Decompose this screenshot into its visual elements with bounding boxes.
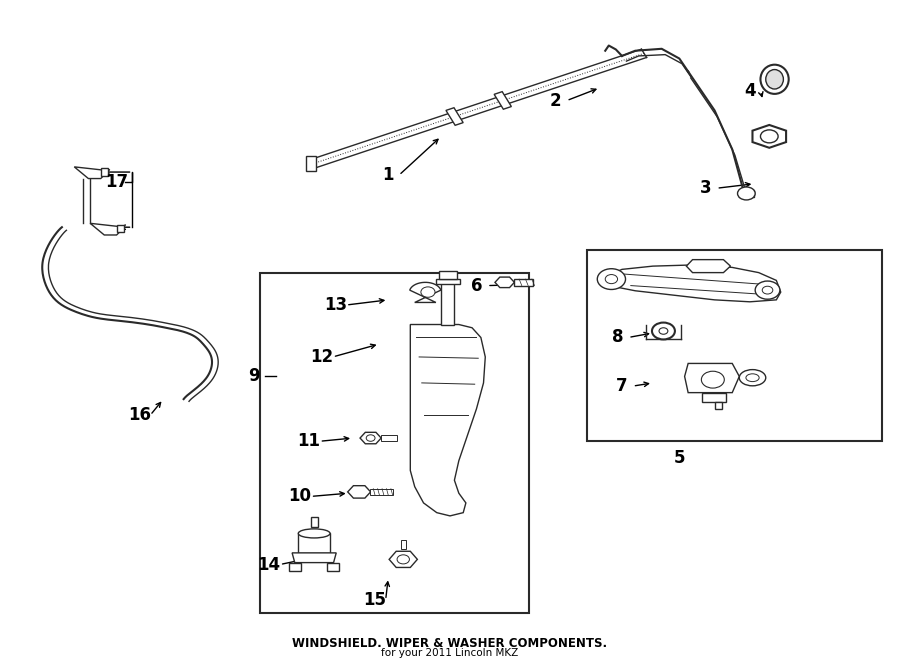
Polygon shape (739, 189, 754, 197)
Polygon shape (292, 553, 337, 563)
Ellipse shape (766, 70, 783, 89)
Polygon shape (370, 489, 392, 495)
Circle shape (652, 322, 675, 340)
Text: 16: 16 (128, 406, 151, 424)
Text: 11: 11 (297, 432, 320, 450)
Ellipse shape (760, 65, 788, 94)
Polygon shape (495, 277, 515, 287)
Text: 12: 12 (310, 348, 334, 366)
Polygon shape (752, 125, 786, 148)
Polygon shape (436, 279, 460, 283)
Text: 6: 6 (471, 277, 482, 295)
Bar (260, 273, 529, 613)
Ellipse shape (746, 374, 759, 381)
Polygon shape (410, 324, 485, 516)
Polygon shape (117, 224, 123, 232)
Text: 8: 8 (612, 328, 624, 346)
Circle shape (760, 130, 778, 143)
Polygon shape (687, 260, 731, 273)
Polygon shape (90, 223, 122, 235)
Polygon shape (298, 534, 330, 553)
Polygon shape (360, 432, 382, 444)
Text: 1: 1 (382, 166, 394, 184)
Text: 3: 3 (700, 179, 712, 197)
Ellipse shape (298, 529, 330, 538)
Polygon shape (438, 271, 457, 279)
Polygon shape (290, 563, 301, 571)
Text: 15: 15 (364, 591, 386, 609)
Circle shape (598, 269, 626, 289)
Polygon shape (515, 279, 533, 285)
Polygon shape (328, 563, 339, 571)
Polygon shape (347, 486, 371, 498)
Circle shape (659, 328, 668, 334)
Polygon shape (685, 363, 739, 393)
Text: for your 2011 Lincoln MKZ: for your 2011 Lincoln MKZ (382, 649, 518, 659)
Text: 2: 2 (550, 92, 562, 110)
Polygon shape (400, 540, 406, 549)
Text: 9: 9 (248, 367, 260, 385)
Circle shape (762, 286, 773, 294)
Polygon shape (494, 91, 511, 109)
Polygon shape (75, 167, 106, 179)
Text: 4: 4 (744, 82, 756, 100)
Circle shape (366, 435, 375, 442)
Circle shape (737, 187, 755, 200)
Polygon shape (446, 108, 464, 125)
Polygon shape (715, 402, 722, 409)
Polygon shape (101, 168, 108, 176)
Text: WINDSHIELD. WIPER & WASHER COMPONENTS.: WINDSHIELD. WIPER & WASHER COMPONENTS. (292, 638, 608, 650)
Text: 17: 17 (105, 173, 128, 191)
Bar (587, 250, 882, 442)
Circle shape (701, 371, 724, 388)
Text: 14: 14 (257, 555, 281, 573)
Circle shape (397, 555, 410, 564)
Polygon shape (389, 551, 418, 567)
Ellipse shape (739, 369, 766, 386)
Polygon shape (382, 436, 397, 441)
Polygon shape (410, 283, 441, 303)
Polygon shape (441, 282, 454, 324)
Polygon shape (306, 156, 316, 171)
Text: 7: 7 (616, 377, 628, 395)
Circle shape (421, 287, 435, 297)
Text: 13: 13 (324, 296, 346, 314)
Polygon shape (310, 517, 318, 527)
Circle shape (605, 275, 617, 283)
Polygon shape (702, 393, 726, 402)
Text: 10: 10 (289, 487, 311, 505)
Polygon shape (600, 265, 781, 302)
Circle shape (755, 281, 780, 299)
Text: 5: 5 (673, 449, 685, 467)
